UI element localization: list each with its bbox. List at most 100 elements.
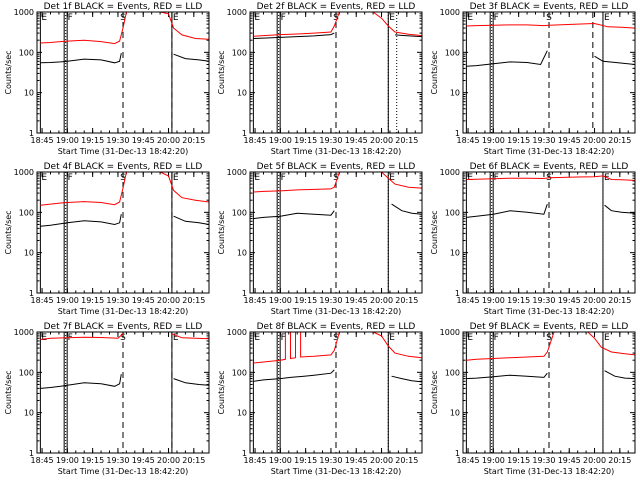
marker-label: E [389,173,395,183]
plot-frame [36,171,210,294]
events-series-line [173,378,210,386]
plot-frame [249,11,423,134]
events-series-line [391,203,423,215]
x-axis-label: Start Time (31-Dec-13 18:42:20) [271,307,402,316]
lld-series-line [159,11,210,40]
marker-label: S [120,173,126,183]
panel-title: Det 8f BLACK = Events, RED = LLD [257,322,416,332]
panel: Det 2f BLACK = Events, RED = LLD Counts/s… [217,2,423,156]
y-axis-label: Counts/sec [4,50,13,94]
x-tick-label: 19:15 [294,296,317,305]
y-tick-label: 10 [450,409,460,418]
x-axis-label: Start Time (31-Dec-13 18:42:20) [58,467,189,476]
panel: Det 1f BLACK = Events, RED = LLD Counts/s… [4,2,210,156]
y-tick-label: 1000 [227,168,247,177]
x-tick-label: 19:30 [106,296,129,305]
y-tick-label: 1 [455,289,460,298]
y-tick-label: 1000 [440,8,460,17]
lld-series-line [253,171,340,193]
x-axis-label: Start Time (31-Dec-13 18:42:20) [58,147,189,156]
x-tick-label: 20:00 [157,136,180,145]
events-series-line [391,375,423,383]
x-tick-label: 19:30 [319,296,342,305]
x-tick-label: 19:30 [106,136,129,145]
events-series-line [253,32,335,39]
y-tick-label: 1000 [227,8,247,17]
marker-label: E [389,13,395,23]
panel-title: Det 3f BLACK = Events, RED = LLD [470,2,629,12]
events-series-line [40,374,122,389]
y-tick-label: 1 [29,449,34,458]
events-series-line [173,215,210,225]
x-tick-label: 18:45 [457,456,480,465]
x-tick-label: 18:45 [457,296,480,305]
x-tick-label: 19:15 [81,136,104,145]
x-tick-label: 20:15 [608,296,631,305]
x-tick-label: 19:45 [345,136,368,145]
y-tick-label: 10 [237,249,247,258]
y-tick-label: 10 [450,89,460,98]
marker-label: F [494,173,499,183]
events-series-line [466,372,548,380]
marker-label: S [333,13,339,23]
y-tick-label: 100 [19,368,34,377]
x-tick-label: 19:45 [132,136,155,145]
marker-label: E [254,173,260,183]
lld-series-line [381,171,423,189]
x-tick-label: 19:30 [532,136,555,145]
x-tick-label: 19:00 [269,136,292,145]
marker-label: E [467,333,473,343]
x-tick-label: 19:15 [294,136,317,145]
events-series-line [466,50,548,67]
marker-label: F [281,333,286,343]
x-tick-label: 20:00 [583,456,606,465]
marker-label: S [333,173,339,183]
y-axis-label: Counts/sec [4,370,13,414]
x-axis-label: Start Time (31-Dec-13 18:42:20) [58,307,189,316]
events-series-line [604,370,636,380]
y-axis-label: Counts/sec [4,210,13,254]
x-tick-label: 18:45 [31,456,54,465]
lld-series-line [466,22,636,29]
marker-label: F [494,13,499,23]
x-tick-label: 19:00 [56,456,79,465]
marker-label: S [120,333,126,343]
x-tick-label: 19:15 [81,296,104,305]
y-tick-label: 1 [455,129,460,138]
panel: Det 9f BLACK = Events, RED = LLD Counts/s… [430,322,636,476]
lld-series-line [253,11,340,37]
y-tick-label: 1 [242,449,247,458]
x-axis-label: Start Time (31-Dec-13 18:42:20) [484,307,615,316]
x-tick-label: 20:00 [157,456,180,465]
panel: Det 5f BLACK = Events, RED = LLD Counts/s… [217,162,423,316]
panel-title: Det 7f BLACK = Events, RED = LLD [44,322,203,332]
y-tick-label: 1 [29,129,34,138]
x-tick-label: 18:45 [244,456,267,465]
panel: Det 6f BLACK = Events, RED = LLD Counts/s… [430,162,636,316]
y-tick-label: 100 [232,48,247,57]
marker-label: E [389,333,395,343]
lld-series-line [466,175,636,181]
y-tick-label: 10 [24,409,34,418]
events-series-line [604,204,636,214]
marker-label: E [254,333,260,343]
x-tick-label: 20:15 [182,296,205,305]
y-tick-label: 1 [455,449,460,458]
y-tick-label: 1000 [14,328,34,337]
marker-label: E [173,333,179,343]
marker-label: F [281,13,286,23]
panel: Det 4f BLACK = Events, RED = LLD Counts/s… [4,162,210,316]
x-tick-label: 20:15 [608,456,631,465]
x-tick-label: 19:45 [558,296,581,305]
x-tick-label: 19:00 [482,456,505,465]
x-axis-label: Start Time (31-Dec-13 18:42:20) [271,147,402,156]
y-tick-label: 10 [237,409,247,418]
x-tick-label: 19:45 [345,456,368,465]
x-axis-label: Start Time (31-Dec-13 18:42:20) [484,147,615,156]
y-tick-label: 1 [242,289,247,298]
lld-series-line [372,11,423,37]
plot-frame [249,171,423,294]
panel-title: Det 2f BLACK = Events, RED = LLD [257,2,416,12]
y-tick-label: 100 [445,208,460,217]
